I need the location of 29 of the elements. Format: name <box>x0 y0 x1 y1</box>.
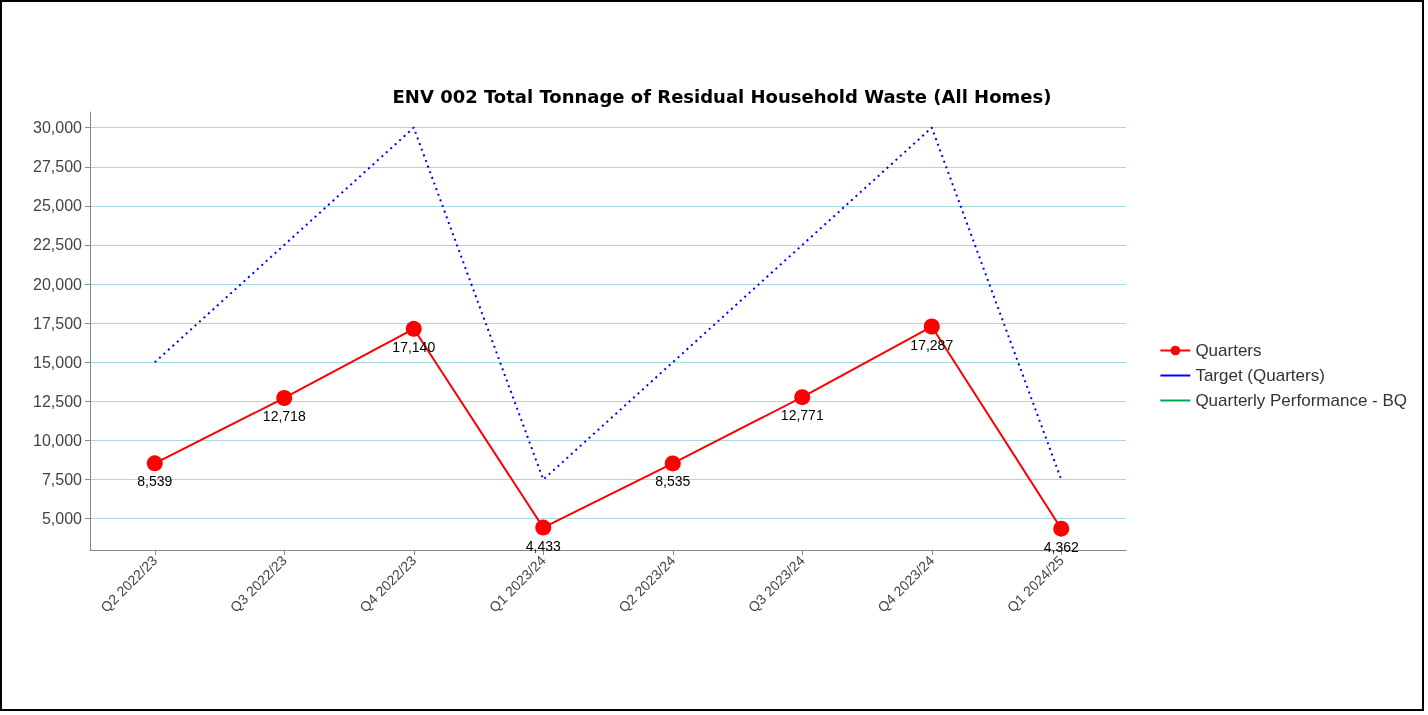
y-tick-label: 17,500 <box>33 314 83 332</box>
point <box>664 455 681 472</box>
data-label: 12,718 <box>262 407 306 424</box>
legend-label: Target (Quarters) <box>1195 366 1325 385</box>
point <box>146 455 163 472</box>
y-tick-label: 10,000 <box>33 432 83 449</box>
chart-title: ENV 002 Total Tonnage of Residual Household Waste (All Homes) <box>392 85 1052 107</box>
y-tick-label: 22,500 <box>33 236 83 254</box>
y-tick-label: 7,500 <box>41 471 83 489</box>
y-tick-label: 20,000 <box>33 275 83 293</box>
data-label: 8,535 <box>655 473 691 490</box>
y-tick-label: 12,500 <box>33 392 83 410</box>
point <box>923 318 940 335</box>
point <box>794 389 811 406</box>
data-label: 4,362 <box>1043 538 1079 555</box>
y-tick-label: 5,000 <box>41 510 83 528</box>
data-label: 8,539 <box>137 473 173 490</box>
y-tick-label: 30,000 <box>33 119 83 137</box>
point <box>276 389 293 406</box>
point <box>535 519 552 536</box>
point <box>405 320 422 337</box>
data-label: 4,433 <box>525 537 561 554</box>
legend-label: Quarters <box>1195 341 1262 360</box>
y-tick-label: 27,500 <box>33 158 83 176</box>
legend-label: Quarterly Performance - BQ <box>1195 391 1407 410</box>
y-tick-label: 25,000 <box>33 197 83 215</box>
data-label: 12,771 <box>780 407 824 424</box>
point <box>1053 520 1070 537</box>
y-tick-label: 15,000 <box>33 353 83 371</box>
